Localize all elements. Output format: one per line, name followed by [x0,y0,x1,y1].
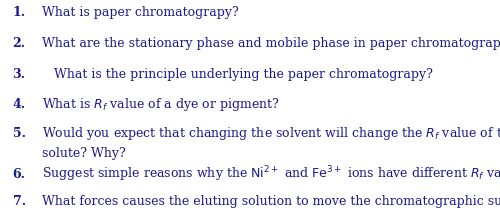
Text: 6.: 6. [12,168,26,182]
Text: 4.: 4. [12,98,26,111]
Text: What is $R_f$ value of a dye or pigment?: What is $R_f$ value of a dye or pigment? [42,96,280,113]
Text: 7.: 7. [12,195,26,208]
Text: Would you expect that changing the solvent will change the $R_f$ value of the sp: Would you expect that changing the solve… [42,125,500,142]
Text: What is paper chromatograpy?: What is paper chromatograpy? [42,6,239,19]
Text: 2.: 2. [12,37,26,50]
Text: solute? Why?: solute? Why? [42,147,126,160]
Text: 3.: 3. [12,68,26,81]
Text: What are the stationary phase and mobile phase in paper chromatograpy?: What are the stationary phase and mobile… [42,37,500,50]
Text: What is the principle underlying the paper chromatograpy?: What is the principle underlying the pap… [42,68,434,81]
Text: 5.: 5. [12,127,26,140]
Text: 1.: 1. [12,6,26,19]
Text: Suggest simple reasons why the $\mathrm{Ni}^{2+}$ and $\mathrm{Fe}^{3+}$ ions ha: Suggest simple reasons why the $\mathrm{… [42,165,500,184]
Text: What forces causes the eluting solution to move the chromatographic support mate: What forces causes the eluting solution … [42,195,500,208]
